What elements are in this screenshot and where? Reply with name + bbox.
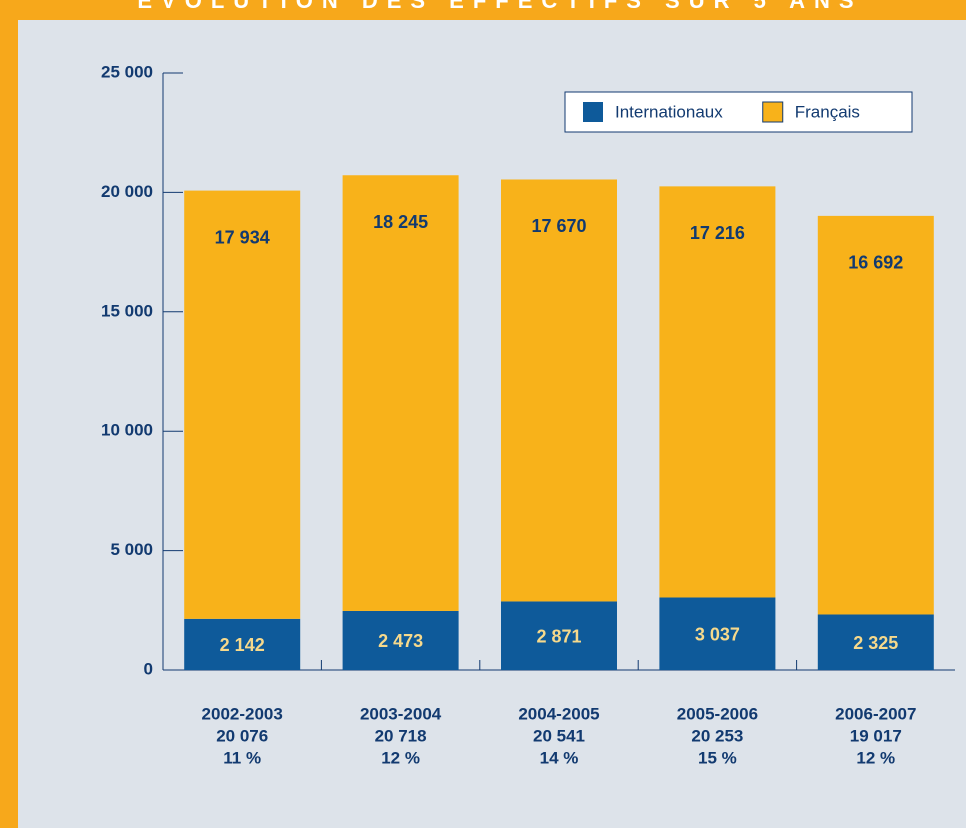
- category-share: 15 %: [698, 748, 737, 767]
- x-tick-label: 2006-2007: [835, 704, 916, 723]
- bar-segment: [659, 186, 775, 597]
- value-label: 3 037: [695, 624, 740, 644]
- legend-label: Internationaux: [615, 102, 723, 121]
- value-label: 16 692: [848, 253, 903, 273]
- category-total: 20 253: [691, 726, 743, 745]
- category-total: 20 718: [375, 726, 427, 745]
- value-label: 2 142: [220, 635, 265, 655]
- y-tick-label: 25 000: [101, 62, 153, 81]
- y-tick-label: 20 000: [101, 182, 153, 201]
- category-total: 20 541: [533, 726, 585, 745]
- bar-segment: [343, 175, 459, 611]
- legend-swatch: [583, 102, 603, 122]
- bar-segment: [818, 216, 934, 615]
- category-share: 12 %: [381, 748, 420, 767]
- value-label: 17 934: [215, 227, 270, 247]
- category-share: 14 %: [540, 748, 579, 767]
- legend-label: Français: [795, 102, 860, 121]
- value-label: 17 670: [531, 216, 586, 236]
- y-tick-label: 10 000: [101, 421, 153, 440]
- value-label: 2 473: [378, 631, 423, 651]
- category-total: 20 076: [216, 726, 268, 745]
- x-tick-label: 2003-2004: [360, 704, 442, 723]
- x-tick-label: 2002-2003: [202, 704, 283, 723]
- bar-segment: [184, 191, 300, 619]
- category-total: 19 017: [850, 726, 902, 745]
- legend-swatch: [763, 102, 783, 122]
- value-label: 2 325: [853, 633, 898, 653]
- bar-segment: [501, 179, 617, 601]
- chart-title: ÉVOLUTION DES EFFECTIFS SUR 5 ANS: [137, 0, 862, 13]
- value-label: 2 871: [536, 626, 581, 646]
- page: ÉVOLUTION DES EFFECTIFS SUR 5 ANS 0 5 000…: [0, 0, 966, 828]
- category-share: 12 %: [856, 748, 895, 767]
- y-tick-label: 15 000: [101, 301, 153, 320]
- y-tick-label: 0: [144, 659, 153, 678]
- value-label: 18 245: [373, 212, 428, 232]
- x-tick-label: 2004-2005: [518, 704, 599, 723]
- y-tick-label: 5 000: [110, 540, 153, 559]
- value-label: 17 216: [690, 223, 745, 243]
- x-tick-label: 2005-2006: [677, 704, 758, 723]
- category-share: 11 %: [223, 748, 261, 767]
- chart: ÉVOLUTION DES EFFECTIFS SUR 5 ANS 0 5 000…: [0, 0, 966, 828]
